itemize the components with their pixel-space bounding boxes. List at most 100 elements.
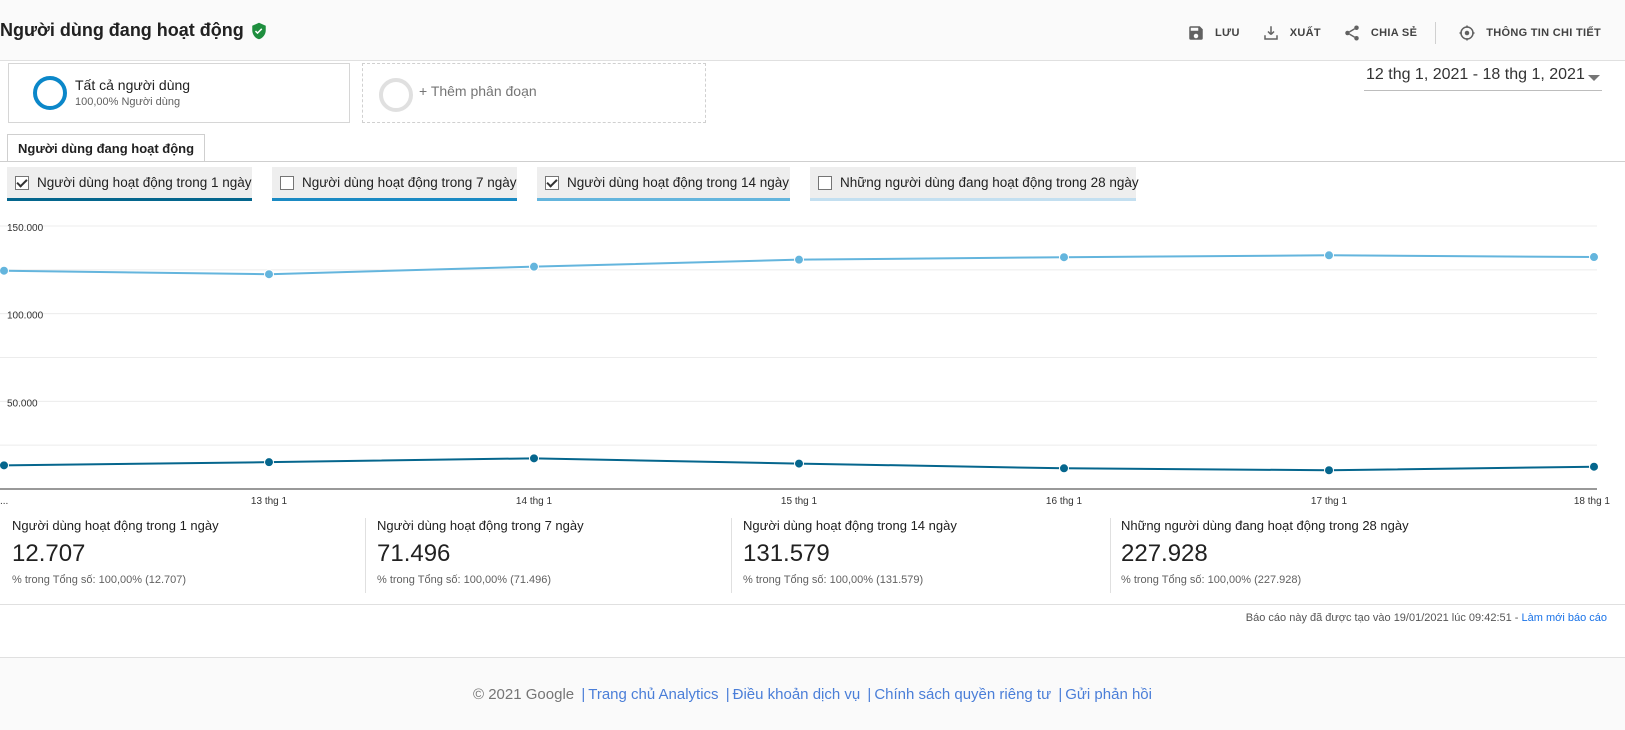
report-divider — [0, 604, 1625, 605]
export-label: XUẤT — [1289, 27, 1321, 39]
insights-icon — [1459, 25, 1475, 41]
metric-checkbox-14-days[interactable] — [545, 175, 559, 190]
report-actions: LƯU XUẤT CHIA SẺ THÔNG TIN CHI TIẾT — [1165, 22, 1601, 44]
footer-copyright: © 2021 Google — [473, 686, 575, 703]
data-point — [1324, 250, 1334, 261]
refresh-report-link[interactable]: Làm mới báo cáo — [1521, 612, 1607, 624]
segment-sub: 100,00% Người dùng — [75, 96, 181, 108]
x-tick-label: ... — [0, 496, 8, 506]
save-button[interactable]: LƯU — [1187, 24, 1240, 42]
scorecards: Người dùng hoạt động trong 1 ngày 12.707… — [0, 518, 1625, 608]
footer-separator: | — [725, 686, 730, 703]
report-header: Người dùng đang hoạt động LƯU XUẤT CHIA … — [0, 0, 1625, 61]
y-tick-label: 50.000 — [7, 398, 38, 409]
page-title: Người dùng đang hoạt động — [0, 20, 268, 41]
x-tick-label: 15 thg 1 — [781, 496, 818, 506]
save-label: LƯU — [1215, 27, 1240, 39]
scorecard-7-days: Người dùng hoạt động trong 7 ngày 71.496… — [377, 518, 717, 608]
segment-name: Tất cả người dùng — [75, 77, 191, 93]
segment-ring-icon — [33, 76, 67, 110]
metric-color-bar-14-days — [537, 198, 790, 201]
metric-toggle-28-days[interactable]: Những người dùng đang hoạt động trong 28… — [810, 167, 1139, 201]
metric-color-bar-28-days — [810, 198, 1136, 201]
scorecard-sub: % trong Tổng số: 100,00% (227.928) — [1121, 574, 1302, 586]
add-segment-ring-icon — [379, 78, 413, 112]
scorecard-label: Người dùng hoạt động trong 1 ngày — [12, 518, 219, 533]
footer-divider — [0, 657, 1625, 658]
metric-checkbox-1-day[interactable] — [15, 175, 29, 190]
data-point — [264, 457, 274, 468]
metric-toggle-1-day[interactable]: Người dùng hoạt động trong 1 ngày — [7, 167, 252, 201]
add-segment-button[interactable]: + Thêm phân đoạn — [362, 63, 706, 123]
data-point — [0, 265, 9, 276]
date-range-text: 12 thg 1, 2021 - 18 thg 1, 2021 — [1366, 66, 1585, 83]
share-icon — [1345, 25, 1359, 41]
tab-divider — [0, 161, 1625, 162]
data-point — [794, 254, 804, 265]
scorecard-value: 227.928 — [1121, 540, 1208, 567]
report-body: Tất cả người dùng 100,00% Người dùng + T… — [0, 61, 1625, 657]
add-segment-label: + Thêm phân đoạn — [419, 83, 537, 99]
x-tick-label: 13 thg 1 — [251, 496, 288, 506]
scorecard-sub: % trong Tổng số: 100,00% (131.579) — [743, 574, 924, 586]
data-point — [1059, 463, 1069, 474]
y-tick-label: 100.000 — [7, 311, 44, 322]
footer-separator: | — [1058, 686, 1063, 703]
tab-active-users[interactable]: Người dùng đang hoạt động — [7, 134, 206, 162]
x-tick-label: 16 thg 1 — [1046, 496, 1083, 506]
date-range-picker[interactable]: 12 thg 1, 2021 - 18 thg 1, 2021 — [1364, 66, 1602, 91]
scorecard-value: 71.496 — [377, 540, 451, 567]
scorecard-divider — [731, 518, 732, 593]
scorecard-value: 131.579 — [743, 540, 830, 567]
insights-label: THÔNG TIN CHI TIẾT — [1486, 27, 1601, 39]
scorecard-label: Người dùng hoạt động trong 14 ngày — [743, 518, 957, 533]
metric-label-14-days: Người dùng hoạt động trong 14 ngày — [567, 175, 790, 190]
scorecard-value: 12.707 — [12, 540, 86, 567]
segment-all-users[interactable]: Tất cả người dùng 100,00% Người dùng — [8, 63, 350, 123]
data-point — [0, 460, 9, 471]
page-footer: © 2021 Google | Trang chủ Analytics | Điều… — [0, 686, 1625, 703]
scorecard-sub: % trong Tổng số: 100,00% (71.496) — [377, 574, 552, 586]
metric-label-1-day: Người dùng hoạt động trong 1 ngày — [37, 175, 252, 190]
metric-checkbox-7-days[interactable] — [280, 175, 294, 190]
metric-label-7-days: Người dùng hoạt động trong 7 ngày — [302, 175, 517, 190]
export-button[interactable]: XUẤT — [1262, 24, 1321, 42]
data-point — [1589, 252, 1599, 263]
export-icon — [1263, 26, 1278, 40]
metric-checkbox-28-days[interactable] — [818, 175, 832, 190]
data-point — [264, 269, 274, 280]
x-tick-label: 18 thg 1 — [1574, 496, 1611, 506]
data-point — [529, 453, 539, 464]
x-tick-label: 14 thg 1 — [516, 496, 553, 506]
footer-link-analytics-home[interactable]: Trang chủ Analytics — [588, 686, 719, 703]
metric-color-bar-1-day — [7, 198, 252, 201]
y-tick-label: 150.000 — [7, 223, 44, 234]
actions-divider — [1435, 22, 1437, 44]
share-button[interactable]: CHIA SẺ — [1343, 24, 1417, 42]
footer-separator: | — [581, 686, 586, 703]
scorecard-sub: % trong Tổng số: 100,00% (12.707) — [12, 574, 187, 586]
x-tick-label: 17 thg 1 — [1311, 496, 1348, 506]
scorecard-28-days: Những người dùng đang hoạt động trong 28… — [1121, 518, 1521, 608]
generated-text: Báo cáo này đã được tạo vào 19/01/2021 l… — [1245, 612, 1522, 624]
scorecard-label: Người dùng hoạt động trong 7 ngày — [377, 518, 584, 533]
footer-link-terms[interactable]: Điều khoản dịch vụ — [732, 686, 861, 703]
footer-link-privacy[interactable]: Chính sách quyền riêng tư — [874, 686, 1052, 703]
metric-toggle-14-days[interactable]: Người dùng hoạt động trong 14 ngày — [537, 167, 790, 201]
verified-shield-icon — [252, 22, 266, 39]
page-title-text: Người dùng đang hoạt động — [0, 20, 244, 40]
footer-separator: | — [867, 686, 872, 703]
share-label: CHIA SẺ — [1370, 27, 1418, 39]
footer-link-feedback[interactable]: Gửi phản hồi — [1065, 686, 1152, 703]
save-icon — [1189, 26, 1203, 40]
line-chart-svg: 150.000 100.000 50.000... 13 thg 1 14 thg 1 1… — [0, 223, 1611, 506]
line-chart: 150.000 100.000 50.000... 13 thg 1 14 thg 1 1… — [0, 216, 1625, 506]
scorecard-label: Những người dùng đang hoạt động trong 28… — [1121, 518, 1409, 533]
scorecard-14-days: Người dùng hoạt động trong 14 ngày 131.5… — [743, 518, 1103, 608]
data-point — [794, 458, 804, 469]
insights-button[interactable]: THÔNG TIN CHI TIẾT — [1458, 24, 1601, 42]
data-point — [529, 261, 539, 272]
scorecard-1-day: Người dùng hoạt động trong 1 ngày 12.707… — [12, 518, 352, 608]
metric-toggle-7-days[interactable]: Người dùng hoạt động trong 7 ngày — [272, 167, 517, 201]
chevron-down-icon — [1588, 75, 1600, 81]
